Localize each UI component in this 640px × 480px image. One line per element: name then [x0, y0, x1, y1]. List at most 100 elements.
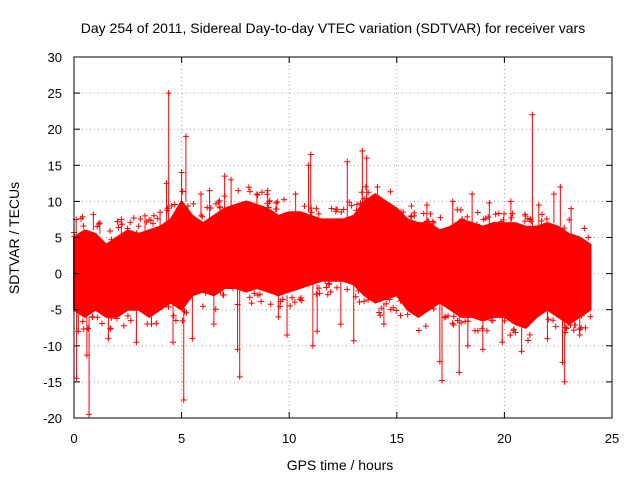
data-point	[407, 212, 414, 219]
data-point	[115, 224, 122, 231]
data-point	[220, 291, 227, 298]
data-point	[361, 298, 368, 305]
data-point	[327, 288, 334, 295]
outlier-point	[169, 339, 176, 346]
outlier-point	[423, 202, 430, 209]
x-tick-label: 15	[390, 431, 404, 446]
data-point	[571, 322, 578, 329]
data-point	[522, 211, 529, 218]
data-point	[539, 211, 546, 218]
x-axis-label: GPS time / hours	[287, 457, 394, 473]
data-point	[488, 317, 495, 324]
outlier-point	[165, 90, 172, 97]
data-point	[333, 206, 340, 213]
data-point	[507, 332, 514, 339]
outlier-point	[486, 199, 493, 206]
outlier-point	[576, 331, 583, 338]
data-point	[422, 323, 429, 330]
outlier-point	[380, 321, 387, 328]
data-point	[472, 327, 479, 334]
outlier-point	[284, 331, 291, 338]
data-point	[378, 305, 385, 312]
data-point	[184, 202, 191, 209]
data-point	[322, 277, 329, 284]
data-point	[289, 294, 296, 301]
outlier-point	[236, 373, 243, 380]
data-point	[328, 205, 335, 212]
data-point	[437, 214, 444, 221]
data-point	[512, 329, 519, 336]
data-point	[108, 236, 115, 243]
data-point	[202, 289, 209, 296]
x-tick-label: 5	[178, 431, 185, 446]
data-point	[235, 187, 242, 194]
data-point	[98, 320, 105, 327]
data-point	[216, 204, 223, 211]
y-tick-label: -20	[43, 411, 62, 426]
data-point	[179, 305, 186, 312]
data-point	[168, 203, 175, 210]
data-point	[483, 327, 490, 334]
chart-title: Day 254 of 2011, Sidereal Day-to-day VTE…	[81, 20, 585, 36]
data-point	[107, 228, 114, 235]
outlier-point	[469, 191, 476, 198]
data-point	[298, 297, 305, 304]
data-point	[578, 312, 585, 319]
outlier-point	[307, 151, 314, 158]
data-point	[246, 294, 253, 301]
data-point	[171, 201, 178, 208]
outlier-point	[148, 321, 155, 328]
data-point	[323, 284, 330, 291]
outlier-point	[178, 169, 185, 176]
data-point	[387, 188, 394, 195]
data-point	[130, 215, 137, 222]
data-point	[521, 218, 528, 225]
outlier-point	[206, 187, 213, 194]
outlier-point	[359, 147, 366, 154]
data-point	[376, 309, 383, 316]
data-point	[179, 188, 186, 195]
y-tick-label: -10	[43, 339, 62, 354]
outlier-point	[529, 111, 536, 118]
data-point	[430, 305, 437, 312]
data-point	[153, 320, 160, 327]
outlier-point	[499, 339, 506, 346]
data-point	[526, 331, 533, 338]
outlier-point	[456, 369, 463, 376]
data-point	[135, 223, 142, 230]
outlier-point	[557, 183, 564, 190]
data-point	[462, 318, 469, 325]
y-tick-label: -5	[50, 303, 62, 318]
data-point	[80, 223, 87, 230]
outlier-point	[142, 212, 149, 219]
outlier-point	[561, 378, 568, 385]
data-point	[79, 318, 86, 325]
outlier-point	[550, 191, 557, 198]
data-point	[365, 189, 372, 196]
data-point	[545, 316, 552, 323]
outlier-point	[507, 198, 514, 205]
outlier-point	[438, 377, 445, 384]
data-point	[281, 196, 288, 203]
data-point	[449, 320, 456, 327]
data-point	[479, 325, 486, 332]
data-point	[119, 221, 126, 228]
data-point	[397, 312, 404, 319]
x-tick-label: 25	[605, 431, 619, 446]
data-point	[538, 217, 545, 224]
data-point	[108, 314, 115, 321]
data-point	[137, 215, 144, 222]
data-point	[120, 322, 127, 329]
data-point	[147, 217, 154, 224]
data-point	[430, 219, 437, 226]
outlier-point	[75, 328, 82, 335]
data-point	[344, 286, 351, 293]
data-point	[267, 301, 274, 308]
data-point	[150, 220, 157, 227]
outlier-point	[344, 158, 351, 165]
data-point	[113, 315, 120, 322]
data-point	[94, 223, 101, 230]
data-point	[570, 327, 577, 334]
outlier-point	[157, 209, 164, 216]
data-point	[179, 317, 186, 324]
